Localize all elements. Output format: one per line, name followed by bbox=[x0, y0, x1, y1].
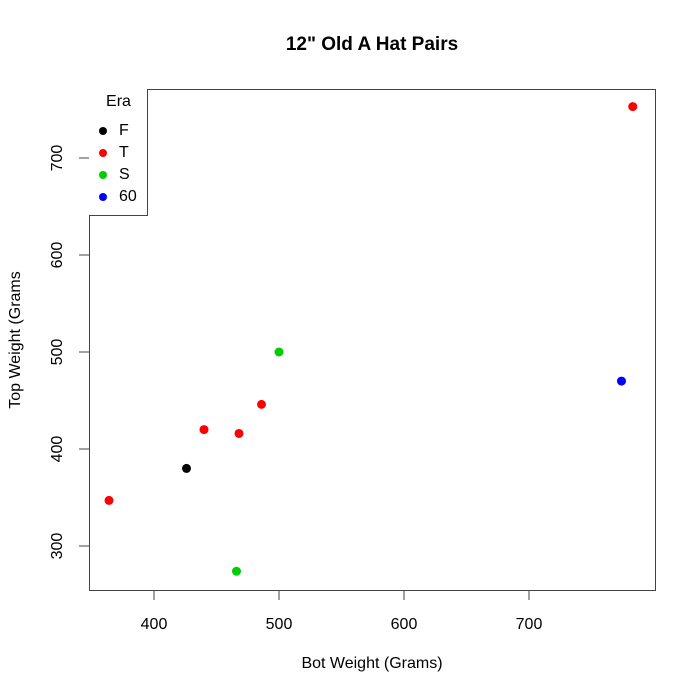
y-axis: 300 400 500 600 700 bbox=[49, 145, 90, 560]
data-point-T bbox=[234, 428, 244, 438]
legend-item-T: T bbox=[99, 143, 129, 163]
legend-label: S bbox=[119, 166, 130, 183]
y-tick-label: 400 bbox=[49, 436, 66, 463]
y-tick-label: 500 bbox=[49, 339, 66, 366]
x-axis: 400 500 600 700 bbox=[141, 590, 543, 633]
y-axis-label: Top Weight (Grams bbox=[7, 271, 24, 409]
data-points bbox=[104, 102, 638, 576]
data-point-F bbox=[182, 463, 191, 473]
data-point-T bbox=[257, 399, 266, 409]
chart-title: 12" Old A Hat Pairs bbox=[285, 34, 459, 55]
legend-marker-icon bbox=[99, 127, 107, 135]
y-tick-label: 600 bbox=[49, 242, 66, 269]
data-point-T bbox=[199, 425, 209, 435]
data-point-S bbox=[232, 566, 241, 576]
legend-label: F bbox=[119, 122, 129, 139]
legend: Era F T S 60 bbox=[89, 89, 148, 216]
x-tick-label: 700 bbox=[516, 616, 543, 633]
legend-item-60: 60 bbox=[99, 187, 137, 207]
legend-title: Era bbox=[106, 93, 131, 110]
y-tick-label: 300 bbox=[49, 533, 66, 560]
data-point-S bbox=[274, 347, 284, 357]
data-point-T bbox=[104, 495, 114, 505]
legend-marker-icon bbox=[99, 193, 107, 201]
x-tick-label: 500 bbox=[266, 616, 293, 633]
legend-label: T bbox=[119, 144, 129, 161]
x-tick-label: 600 bbox=[391, 616, 418, 633]
y-tick-label: 700 bbox=[49, 145, 66, 172]
legend-item-S: S bbox=[99, 165, 130, 185]
x-tick-label: 400 bbox=[141, 616, 168, 633]
data-point-60 bbox=[617, 376, 626, 386]
legend-marker-icon bbox=[99, 171, 107, 179]
plot-frame bbox=[89, 89, 656, 591]
legend-marker-icon bbox=[99, 149, 107, 157]
legend-label: 60 bbox=[119, 188, 137, 205]
legend-item-F: F bbox=[99, 121, 129, 141]
x-axis-label: Bot Weight (Grams) bbox=[301, 655, 443, 672]
data-point-T bbox=[628, 102, 638, 112]
